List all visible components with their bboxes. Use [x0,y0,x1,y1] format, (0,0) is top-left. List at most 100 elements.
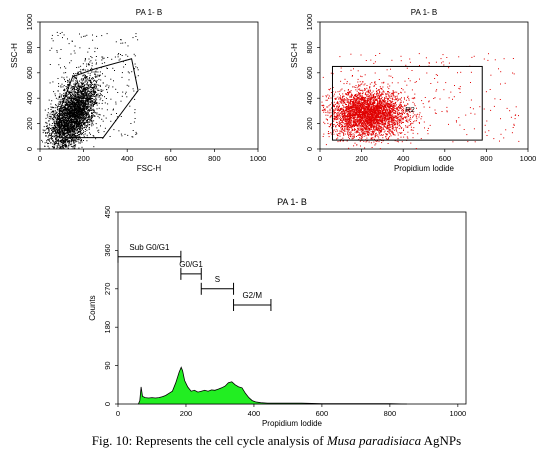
data-point [376,107,378,109]
data-point [67,106,69,107]
data-point [57,78,59,79]
data-point [55,118,57,120]
data-point [100,94,102,96]
data-point [96,127,98,129]
data-point [90,56,92,57]
data-point [369,95,371,97]
data-point [51,135,52,137]
data-point [339,106,340,108]
data-point [85,99,87,101]
data-point [60,140,62,142]
data-point [79,111,80,113]
data-point [367,102,369,104]
data-point [68,126,70,128]
data-point [76,110,78,112]
data-point [98,75,100,77]
data-point [69,136,71,137]
data-point [412,112,414,114]
data-point [359,134,360,136]
data-point [59,147,60,149]
data-point [379,108,381,110]
data-point [89,75,91,77]
data-point [51,127,53,129]
data-point [65,120,67,122]
data-point [348,147,350,149]
data-point [87,106,89,108]
data-point [86,120,87,122]
data-point [78,113,79,115]
data-point [93,98,95,100]
data-point [70,85,72,87]
data-point [62,124,64,126]
data-point [70,128,72,130]
data-point [73,87,75,89]
data-point [365,94,367,96]
data-point [69,81,70,83]
data-point [359,93,361,95]
data-point [77,100,79,101]
data-point [387,130,388,132]
data-point [81,128,83,129]
data-point [91,83,92,85]
data-point [87,87,89,89]
data-point [78,125,80,127]
data-point [348,92,350,94]
data-point [85,127,87,129]
data-point [64,129,66,131]
data-point [91,109,93,111]
data-point [65,118,67,120]
data-point [64,105,66,107]
data-point [398,116,400,118]
data-point [63,89,65,91]
data-point [332,104,334,106]
data-point [83,100,85,101]
data-point [82,101,84,103]
data-point [89,97,91,99]
data-point [68,123,70,125]
data-point [348,123,350,125]
data-point [60,110,62,112]
data-point [77,85,79,87]
data-point [393,124,395,126]
data-point [80,117,82,119]
data-point [73,134,75,136]
data-point [81,116,83,118]
data-point [51,129,52,131]
data-point [65,120,66,122]
data-point [62,108,64,110]
data-point [65,95,67,97]
data-point [64,88,66,90]
data-point [71,125,73,127]
data-point [52,138,53,140]
data-point [79,136,81,138]
data-point [135,66,137,68]
data-point [395,99,397,100]
data-point [104,102,106,104]
data-point [65,67,67,69]
data-point [358,99,360,101]
data-point [76,102,78,104]
data-point [73,101,75,103]
data-point [66,104,68,106]
data-point [78,134,80,136]
data-point [87,117,89,118]
data-point [55,137,57,139]
data-point [348,128,350,130]
data-point [65,112,67,114]
data-point [59,115,61,117]
data-point [103,57,105,59]
data-point [54,125,56,127]
data-point [56,140,58,142]
data-point [89,118,90,120]
data-point [71,140,73,142]
data-point [48,139,50,141]
data-point [83,117,84,119]
data-point [372,123,374,125]
data-point [380,127,382,129]
data-points [41,31,141,150]
data-point [89,77,91,79]
data-point [62,138,64,140]
data-point [58,101,60,103]
data-point [78,109,80,111]
data-point [71,129,73,131]
